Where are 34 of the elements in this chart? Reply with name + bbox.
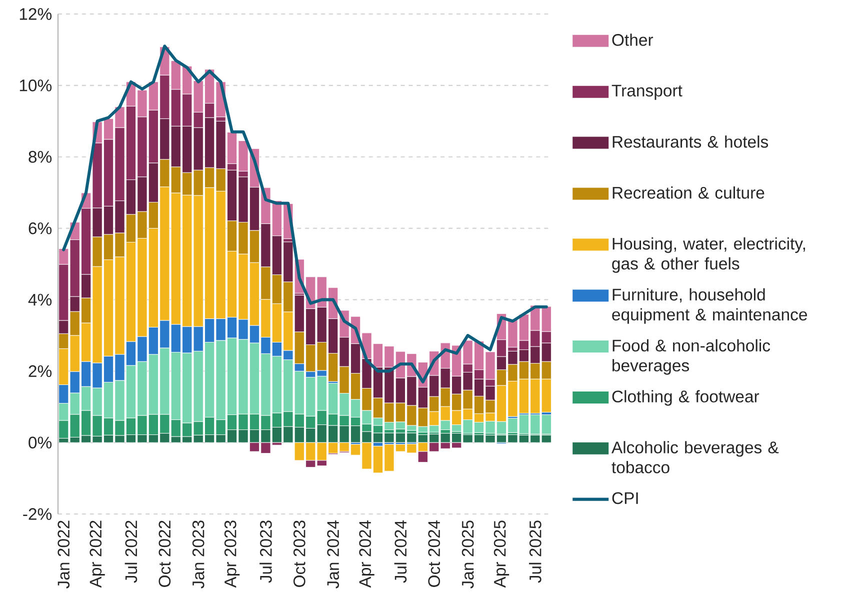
x-tick-label: Apr 2022 [90,520,105,588]
x-tick-label: Apr 2024 [359,520,374,588]
legend-label: Clothing & footwear [612,390,760,406]
x-tick-label: Jul 2024 [394,520,407,583]
y-tick-label: -2% [23,508,52,520]
legend-label: Furniture, household equipment & maintenance [612,288,807,324]
x-tick-label: Jan 2023 [192,520,204,588]
y-tick-label: 0% [28,436,52,448]
x-tick-label: Apr 2023 [224,520,240,588]
y-tick-label: 8% [28,150,52,163]
x-tick-label: Jul 2025 [529,520,542,583]
x-tick-label: Oct 2023 [293,520,306,587]
legend-label: Restaurants & hotels [612,135,768,148]
x-tick-label: Oct 2024 [428,520,440,587]
x-tick-label: Jul 2023 [260,520,272,583]
legend-label: Food & non-alcoholic beverages [612,339,770,375]
y-tick-label: 2% [28,365,52,378]
y-tick-label: 12% [20,8,52,20]
y-tick-label: 10% [20,80,52,92]
legend-label: Alcoholic beverages & tobacco [612,441,779,474]
line-series [62,44,548,384]
x-tick-label: Oct 2022 [158,520,171,587]
legend-label: Transport [612,84,682,100]
legend-label: CPI [612,492,638,504]
x-tick-label: Apr 2025 [494,520,510,588]
x-tick-label: Jan 2024 [327,520,339,588]
legend-label: Recreation & culture [612,186,764,199]
y-tick-label: 6% [28,222,52,234]
x-tick-label: Jan 2025 [462,520,474,588]
x-tick-label: Jul 2022 [124,520,138,583]
legend-label: Housing, water, electricity, gas & other fuels [612,237,805,273]
legend-label: Other [612,34,654,46]
x-tick-label: Jan 2022 [58,520,70,588]
y-tick-label: 4% [28,294,52,306]
